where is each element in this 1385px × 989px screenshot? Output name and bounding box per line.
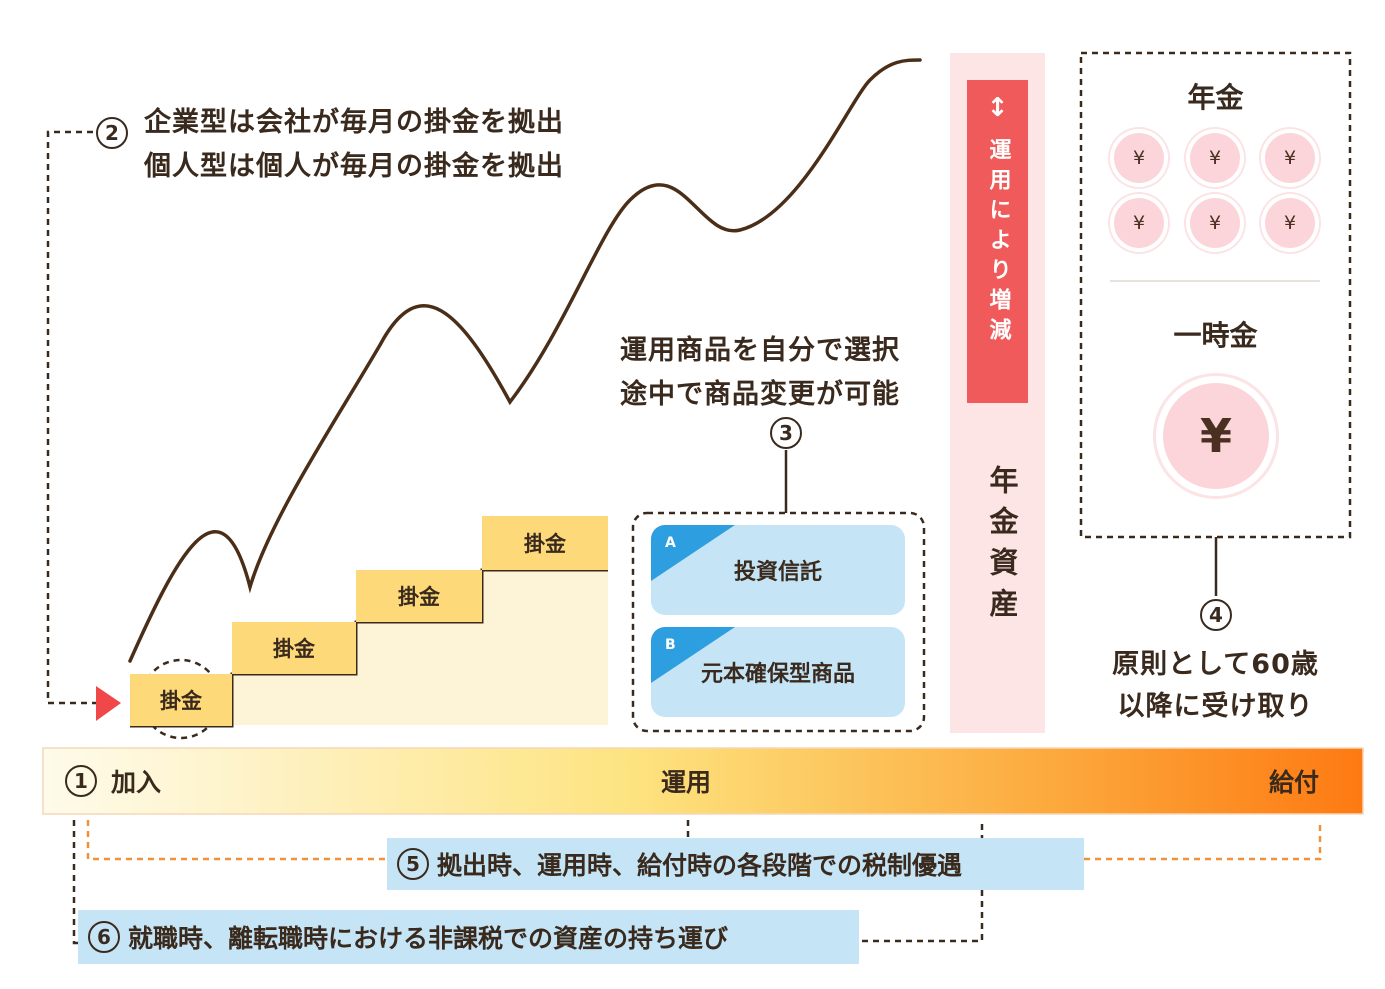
yen-coin-icon: ¥	[1114, 133, 1164, 183]
note4-line1: 原則として60歳	[1112, 649, 1319, 680]
lump-sum-yen-icon: ¥	[1163, 383, 1269, 489]
product-a: A 投資信託	[651, 525, 905, 615]
pension-title: 年金	[1187, 81, 1244, 114]
note2-line2: 個人型は個人が毎月の掛金を拠出	[144, 151, 564, 182]
stairs-edge	[130, 568, 608, 728]
step-3: 掛金	[356, 570, 482, 622]
note2-connector	[46, 130, 96, 705]
note6-text: 就職時、離転職時における非課税での資産の持ち運び	[128, 924, 729, 953]
step-1: 掛金	[130, 674, 232, 726]
note2-line1: 企業型は会社が毎月の掛金を拠出	[144, 107, 564, 138]
note4-number: 4	[1200, 599, 1232, 631]
note3-number: 3	[770, 417, 802, 449]
yen-coin-icon: ¥	[1114, 198, 1164, 248]
note6-number: 6	[88, 921, 120, 953]
note2-number: 2	[96, 117, 128, 149]
yen-coin-icon: ¥	[1265, 198, 1315, 248]
growth-curve	[128, 58, 922, 663]
timeline-benefit-label: 給付	[1269, 768, 1320, 797]
note6: 6 就職時、離転職時における非課税での資産の持ち運び	[78, 910, 859, 964]
product-a-letter: A	[665, 535, 676, 551]
timeline-operate-label: 運用	[661, 768, 712, 797]
asset-change-tag: ↕ 運用により増減	[967, 80, 1028, 403]
note1-number: 1	[65, 765, 97, 797]
up-down-arrow-icon: ↕	[986, 93, 1009, 123]
note6-bracket	[72, 820, 78, 945]
product-a-name: 投資信託	[733, 560, 822, 585]
staircase-fill	[232, 570, 608, 725]
asset-label: 年金資産	[985, 465, 1019, 629]
product-b-corner	[651, 627, 735, 683]
payout-frame	[1079, 51, 1352, 539]
note5: 5 拠出時、運用時、給付時の各段階での税制優遇	[387, 838, 1084, 890]
timeline-bar	[42, 747, 1364, 815]
products-frame	[631, 511, 926, 733]
timeline-join: 1 加入	[65, 748, 161, 814]
yen-coin-icon: ¥	[1265, 133, 1315, 183]
timeline: 1 加入 運用 給付	[43, 748, 1363, 814]
lump-sum-title: 一時金	[1173, 319, 1258, 352]
product-a-corner	[651, 525, 735, 581]
yen-coin-icon: ¥	[1190, 198, 1240, 248]
note5-bracket	[86, 820, 387, 861]
note5-text: 拠出時、運用時、給付時の各段階での税制優遇	[437, 851, 963, 880]
note5-number: 5	[397, 848, 429, 880]
product-b-name: 元本確保型商品	[700, 662, 855, 687]
note3-line1: 運用商品を自分で選択	[620, 335, 900, 366]
step-4: 掛金	[482, 516, 608, 570]
product-b: B 元本確保型商品	[651, 627, 905, 717]
timeline-join-label: 加入	[111, 768, 162, 797]
note3-line2: 途中で商品変更が可能	[620, 379, 900, 410]
start-arrow-icon	[96, 686, 121, 721]
note4-line2: 以降に受け取り	[1117, 691, 1314, 722]
note5-bracket-right	[1084, 820, 1322, 861]
yen-coin-icon: ¥	[1190, 133, 1240, 183]
asset-change-text: 運用により増減	[985, 138, 1011, 348]
product-b-letter: B	[665, 637, 676, 653]
step-2: 掛金	[232, 622, 356, 674]
